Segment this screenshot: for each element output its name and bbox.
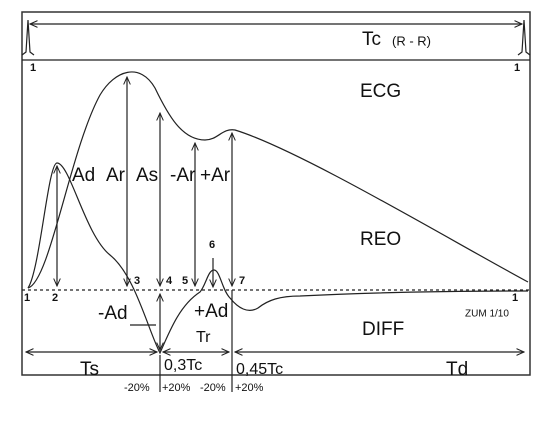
amplitude: +Ad: [194, 301, 228, 322]
interval: Tr: [196, 329, 211, 346]
marker: 6: [209, 239, 215, 251]
amplitude: Ad: [72, 165, 95, 186]
marker: 4: [166, 275, 173, 287]
marker: 1: [24, 292, 30, 304]
marker: 2: [52, 292, 58, 304]
marker: 1: [514, 62, 520, 74]
tolerance: -20%: [200, 382, 226, 394]
amplitude: +Ar: [200, 165, 231, 186]
title: Tc: [362, 29, 381, 50]
interval: 0,45Tc: [236, 361, 283, 378]
tolerance: -20%: [124, 382, 150, 394]
amplitude: As: [136, 165, 158, 186]
marker: 5: [182, 275, 188, 287]
amplitude: -Ar: [170, 165, 196, 186]
amplitude: -Ad: [98, 303, 128, 324]
marker: 1: [30, 62, 36, 74]
marker: 3: [134, 275, 140, 287]
curve-label: DIFF: [362, 319, 404, 340]
curve-label: ECG: [360, 81, 401, 102]
arrows: [26, 77, 524, 392]
frame: [21, 11, 531, 376]
curves: [27, 71, 529, 355]
subtitle: (R - R): [392, 33, 431, 48]
interval: Td: [446, 359, 468, 380]
zoom: ZUM 1/10: [465, 309, 509, 320]
tolerance: +20%: [162, 382, 191, 394]
amplitude: Ar: [106, 165, 126, 186]
tolerance: +20%: [235, 382, 264, 394]
marker: 1: [512, 292, 518, 304]
interval: 0,3Tc: [164, 357, 202, 374]
interval: Ts: [80, 359, 99, 380]
marker: 7: [239, 275, 245, 287]
curve-label: REO: [360, 229, 401, 250]
